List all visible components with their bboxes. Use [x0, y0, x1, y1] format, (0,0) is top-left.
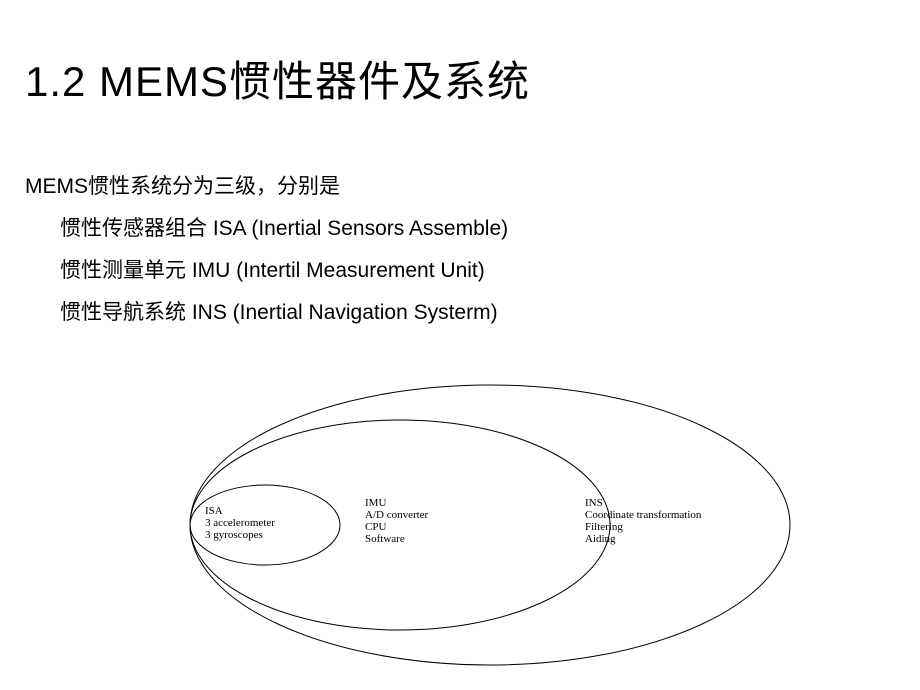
ellipse-label-ins-line1: Coordinate transformation — [585, 509, 702, 521]
list-item: 惯性导航系统 INS (Inertial Navigation Systerm) — [60, 296, 498, 326]
ellipse-label-imu-line1: A/D converter — [365, 509, 429, 521]
ellipse-label-imu-line3: Software — [365, 533, 405, 545]
diagram-svg: ISA3 accelerometer3 gyroscopes IMUA/D con… — [160, 380, 800, 670]
list-item: 惯性测量单元 IMU (Intertil Measurement Unit) — [60, 254, 485, 284]
ellipse-label-ins-line3: Aiding — [585, 533, 616, 545]
nested-ellipse-diagram: ISA3 accelerometer3 gyroscopes IMUA/D con… — [160, 380, 800, 670]
ellipse-label-isa-line0: ISA — [205, 505, 223, 517]
ellipse-label-imu-line2: CPU — [365, 521, 386, 533]
ellipse-ins — [190, 385, 790, 665]
ellipse-label-ins-line0: INS — [585, 497, 603, 509]
ellipse-label-isa-line2: 3 gyroscopes — [205, 529, 263, 541]
list-item: 惯性传感器组合 ISA (Inertial Sensors Assemble) — [60, 212, 508, 242]
intro-text: MEMS惯性系统分为三级，分别是 — [25, 170, 340, 200]
ellipse-label-imu-line0: IMU — [365, 497, 386, 509]
ellipse-label-isa-line1: 3 accelerometer — [205, 517, 275, 529]
page-title: 1.2 MEMS惯性器件及系统 — [25, 48, 530, 109]
ellipse-label-ins-line2: Filtering — [585, 521, 623, 533]
